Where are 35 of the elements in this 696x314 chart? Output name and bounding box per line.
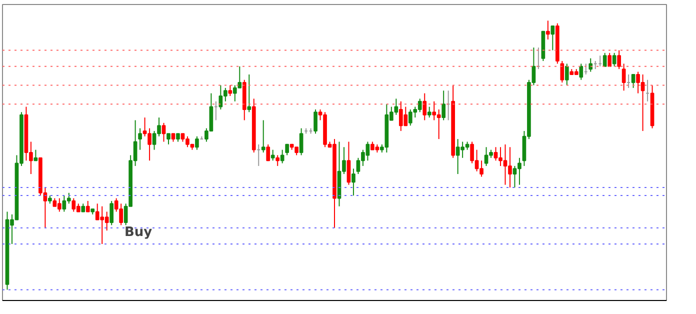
candlestick: [34, 149, 38, 162]
candlestick: [427, 106, 432, 118]
candlestick: [422, 92, 427, 121]
candlestick: [346, 141, 351, 186]
candlestick: [560, 60, 564, 84]
candlestick: [228, 84, 232, 96]
candlestick: [86, 200, 90, 212]
candlestick: [266, 144, 270, 162]
candlestick: [579, 63, 584, 80]
candlestick: [617, 50, 621, 70]
candlestick: [622, 63, 626, 92]
candlestick: [588, 58, 593, 72]
candlestick: [162, 122, 166, 142]
candlestick: [564, 63, 569, 86]
candlestick: [602, 52, 607, 67]
candlestick: [285, 144, 289, 156]
candlestick: [631, 74, 636, 88]
annotation: Buy: [124, 225, 153, 240]
candlestick: [110, 200, 114, 226]
candlestick: [550, 26, 555, 51]
candlestick: [546, 20, 550, 40]
candlestick: [299, 128, 304, 156]
candlestick: [166, 133, 170, 145]
candlestick: [276, 154, 280, 166]
candlestick: [280, 149, 284, 164]
candlestick: [314, 108, 318, 134]
candlestick: [270, 149, 275, 162]
candlestick: [352, 168, 356, 196]
candlestick: [608, 52, 612, 67]
candlestick: [612, 52, 616, 67]
candlestick: [247, 74, 252, 113]
candlestick: [138, 128, 142, 150]
candlestick: [261, 120, 266, 153]
candlestick: [195, 136, 199, 150]
candlestick: [442, 90, 446, 121]
